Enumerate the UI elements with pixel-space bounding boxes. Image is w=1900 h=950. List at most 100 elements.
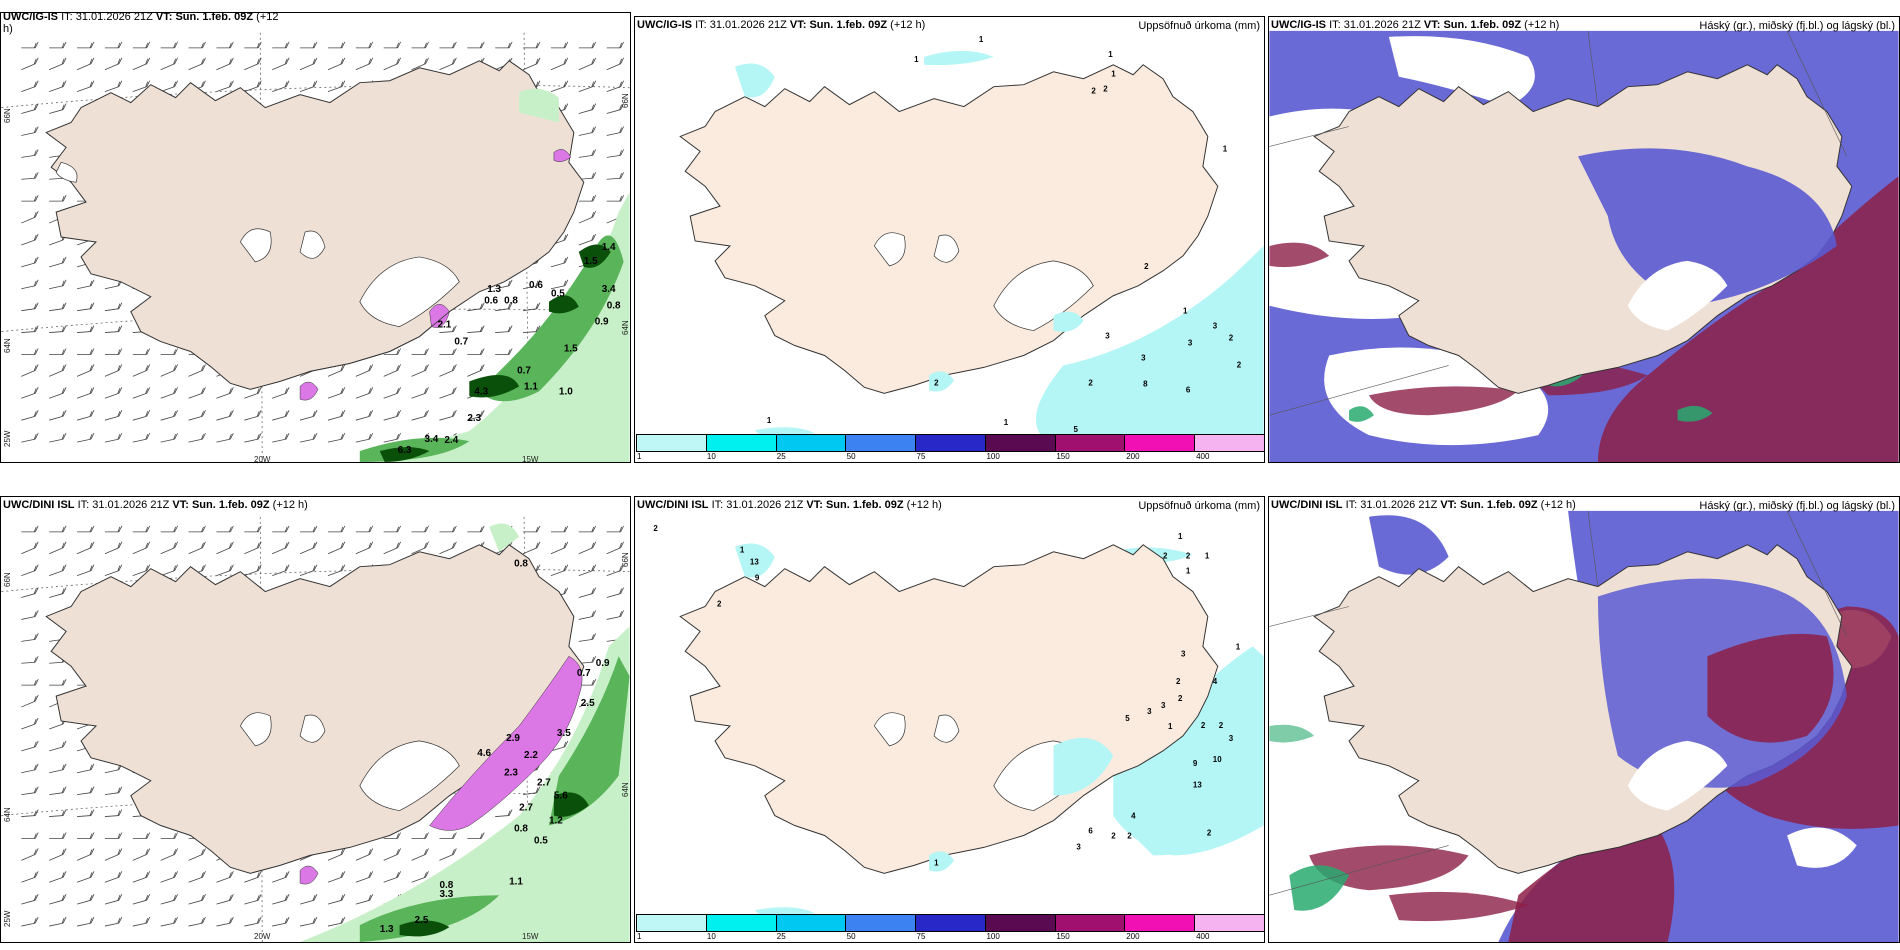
colorbar-label: 50	[846, 932, 856, 941]
wind-barb	[522, 57, 541, 71]
wind-barb	[578, 149, 597, 158]
wind-barb	[272, 916, 290, 927]
wind-barb	[578, 633, 597, 642]
wind-barb	[188, 541, 206, 555]
wind-barb	[606, 541, 624, 555]
colorbar-swatch	[637, 435, 707, 451]
wind-barb	[550, 279, 569, 290]
wind-barb	[188, 57, 206, 71]
wind-barb	[383, 57, 401, 71]
wind-barb	[300, 525, 318, 533]
wind-barb	[49, 195, 67, 202]
wind-barb	[132, 916, 151, 927]
precip-value: 0.6	[484, 296, 498, 307]
wind-barb	[244, 871, 262, 883]
wind-barb	[77, 302, 95, 312]
wind-barb	[272, 894, 290, 905]
wind-barb	[299, 432, 318, 443]
wind-barb	[439, 541, 457, 555]
wind-barb	[104, 410, 123, 421]
wind-barb	[216, 387, 234, 399]
precip-value: 9	[755, 574, 760, 583]
wind-barb	[355, 848, 374, 861]
panel-clouds-igis: UWC/IG-IS IT: 31.01.2026 21Z VT: Sun. 1.…	[1268, 16, 1900, 463]
colorbar-label: 50	[846, 452, 856, 461]
lon-label-25: 25W	[3, 910, 12, 927]
wind-barb	[578, 57, 597, 71]
wind-barb	[21, 871, 39, 883]
wind-barb	[272, 80, 290, 93]
wind-barb	[606, 525, 624, 533]
colorbar-swatch	[985, 435, 1056, 451]
precip-value: 3	[1161, 701, 1166, 710]
precip-value: 3.4	[602, 284, 616, 295]
wind-barb	[49, 848, 67, 861]
colorbar-label: 150	[1056, 452, 1070, 461]
lat-label-64: 64N	[3, 807, 12, 822]
iceland-land	[45, 60, 585, 390]
wind-barb	[160, 564, 178, 577]
wind-barb	[76, 410, 95, 421]
wind-barb	[411, 832, 429, 839]
wind-barb	[467, 525, 485, 533]
wind-barb	[104, 57, 123, 71]
wind-barb	[76, 763, 95, 774]
wind-barb	[77, 525, 95, 533]
precip-value: 4.6	[477, 748, 491, 759]
precip-value: 1	[934, 858, 939, 867]
wind-barb	[188, 848, 206, 861]
precip-value: 1	[1236, 642, 1241, 651]
precip-value: 2.2	[524, 750, 538, 761]
wind-barb	[578, 210, 597, 224]
wind-barb	[327, 564, 346, 577]
precip-value: 0.8	[514, 559, 528, 570]
wind-barb	[21, 717, 39, 730]
wind-barb	[76, 387, 95, 399]
wind-barb	[188, 894, 206, 905]
wind-barb	[411, 348, 429, 355]
precip-colorbar	[636, 914, 1264, 932]
wind-barb	[439, 325, 457, 333]
wind-barb	[132, 871, 151, 883]
wind-barb	[104, 848, 123, 861]
precip-value: 2	[1229, 334, 1234, 343]
wind-barb	[439, 348, 457, 355]
wind-barb	[76, 916, 95, 927]
wind-barb	[216, 432, 234, 443]
wind-barb	[188, 387, 206, 399]
colorbar-swatch	[1195, 915, 1264, 931]
wind-barb	[21, 432, 39, 443]
wind-barb	[49, 103, 67, 114]
wind-barb	[49, 809, 67, 817]
grid-lines	[1269, 510, 1848, 896]
wind-barb	[21, 149, 39, 158]
wind-barb	[132, 848, 151, 861]
wind-barb	[21, 302, 39, 312]
precip-value: 1	[1168, 722, 1173, 731]
wind-barb	[49, 325, 67, 333]
wind-barb	[21, 848, 39, 861]
wind-barb	[578, 233, 597, 246]
colorbar-label: 200	[1126, 932, 1140, 941]
precip-value: 2	[1103, 85, 1108, 94]
wind-barb	[244, 525, 262, 533]
iceland-land	[1313, 64, 1853, 394]
wind-barb	[104, 432, 123, 443]
wind-barb	[578, 587, 597, 598]
wind-barb	[495, 41, 513, 49]
wind-barb	[49, 541, 67, 555]
wind-barb	[21, 103, 39, 114]
wind-barb	[49, 786, 67, 796]
wind-barb	[578, 80, 597, 93]
precip-pink	[299, 655, 583, 885]
precip-value: 3	[1188, 339, 1193, 348]
colorbar-label: 400	[1196, 452, 1210, 461]
wind-barb	[49, 432, 67, 443]
wind-barb	[160, 541, 178, 555]
colorbar-label: 75	[916, 452, 926, 461]
precip-value: 0.5	[534, 835, 548, 846]
wind-barb	[21, 410, 39, 421]
wind-barb	[411, 410, 429, 421]
precip-value: 2.3	[504, 768, 518, 779]
precip-value: 2.4	[444, 435, 458, 446]
